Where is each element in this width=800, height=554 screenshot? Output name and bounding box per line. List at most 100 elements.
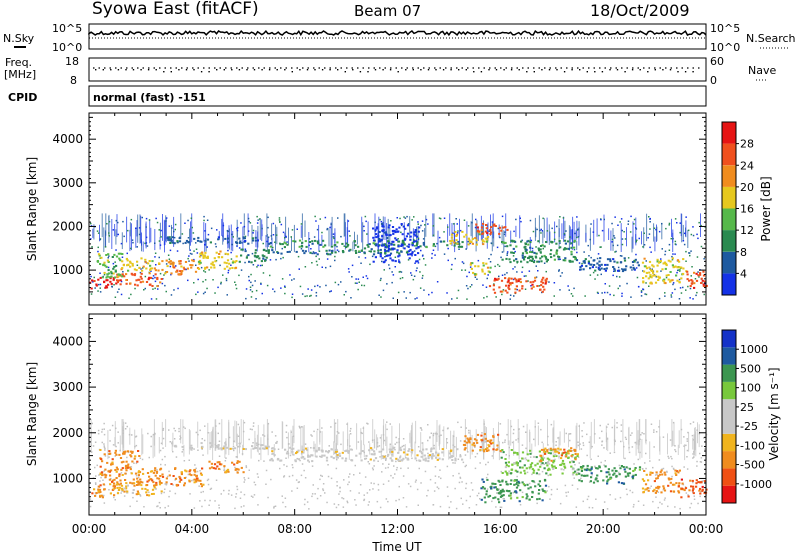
scatter-point xyxy=(324,492,326,494)
heatmap-cell xyxy=(373,250,376,253)
scatter-point xyxy=(350,427,352,430)
heatmap-cell xyxy=(546,450,549,453)
heatmap-cell xyxy=(571,460,574,463)
heatmap-cell xyxy=(587,260,590,263)
heatmap-cell xyxy=(210,444,213,447)
scatter-point xyxy=(434,245,437,248)
heatmap-cell xyxy=(213,257,216,260)
scatter-point xyxy=(633,503,635,506)
scatter-point xyxy=(326,258,329,260)
scatter-point xyxy=(506,251,509,253)
heatmap-cell xyxy=(464,435,467,438)
scatter-point xyxy=(296,457,298,460)
heatmap-cell xyxy=(216,445,219,448)
scatter-point xyxy=(144,242,146,245)
heatmap-cell xyxy=(279,243,282,246)
heatmap-cell xyxy=(108,276,111,279)
heatmap-cell xyxy=(564,451,567,454)
scatter-point xyxy=(178,427,180,430)
colorbar-tick-label: -500 xyxy=(740,459,765,472)
scatter-point xyxy=(645,282,647,284)
scatter-point xyxy=(243,505,245,507)
heatmap-cell xyxy=(432,454,435,457)
scatter-point xyxy=(164,506,166,509)
heatmap-cell xyxy=(504,241,507,244)
scatter-point xyxy=(417,262,420,264)
heatmap-cell xyxy=(524,255,527,258)
scatter-point xyxy=(447,259,449,262)
scatter-streak xyxy=(518,431,520,460)
heatmap-cell xyxy=(532,261,536,264)
heatmap-cell xyxy=(118,475,121,478)
scatter-point xyxy=(690,250,692,252)
heatmap-cell xyxy=(169,239,173,242)
scatter-streak xyxy=(136,220,138,237)
heatmap-cell xyxy=(265,249,268,252)
heatmap-cell xyxy=(521,285,524,288)
scatter-point xyxy=(556,488,558,490)
heatmap-cell xyxy=(504,466,507,469)
heatmap-cell xyxy=(136,477,139,480)
heatmap-cell xyxy=(641,487,645,490)
heatmap-cell xyxy=(188,480,191,483)
scatter-point xyxy=(300,474,303,477)
heatmap-cell xyxy=(665,264,668,267)
nave-point xyxy=(102,69,104,71)
heatmap-cell xyxy=(550,249,553,252)
scatter-point xyxy=(306,501,309,503)
scatter-streak xyxy=(318,224,320,245)
scatter-point xyxy=(204,499,206,502)
scatter-point xyxy=(295,479,298,481)
heatmap-cell xyxy=(676,279,679,282)
heatmap-cell xyxy=(634,473,637,476)
heatmap-cell xyxy=(149,276,152,279)
scatter-point xyxy=(99,238,101,241)
heatmap-cell xyxy=(631,475,634,478)
scatter-point xyxy=(600,218,602,221)
scatter-point xyxy=(601,430,603,433)
heatmap-cell xyxy=(475,223,478,226)
nave-point xyxy=(246,69,248,71)
scatter-point xyxy=(430,447,433,449)
heatmap-cell xyxy=(254,251,257,254)
heatmap-cell xyxy=(266,445,269,448)
scatter-point xyxy=(690,502,693,505)
scatter-point xyxy=(660,258,662,260)
heatmap-cell xyxy=(218,461,221,464)
heatmap-cell xyxy=(141,269,144,272)
heatmap-cell xyxy=(555,242,558,245)
heatmap-cell xyxy=(544,447,547,450)
heatmap-cell xyxy=(686,278,689,281)
scatter-point xyxy=(698,276,700,278)
scatter-point xyxy=(431,252,433,255)
nave-point xyxy=(526,71,528,73)
scatter-streak xyxy=(121,419,123,445)
scatter-point xyxy=(488,258,490,260)
heatmap-cell xyxy=(573,256,577,259)
scatter-point xyxy=(595,266,597,268)
scatter-point xyxy=(328,445,330,447)
heatmap-cell xyxy=(272,251,275,254)
scatter-point xyxy=(613,270,615,272)
heatmap-cell xyxy=(572,471,575,474)
scatter-point xyxy=(438,236,441,239)
scatter-point xyxy=(227,249,229,252)
scatter-point xyxy=(259,264,262,267)
heatmap-cell xyxy=(389,450,392,453)
heatmap-cell xyxy=(607,471,610,474)
scatter-streak xyxy=(363,426,365,446)
heatmap-cell xyxy=(456,448,459,451)
heatmap-cell xyxy=(391,226,395,228)
scatter-point xyxy=(187,473,190,476)
scatter-point xyxy=(249,428,252,430)
heatmap-cell xyxy=(111,461,114,464)
heatmap-cell xyxy=(298,245,301,248)
scatter-streak xyxy=(420,432,422,453)
scatter-point xyxy=(310,434,312,436)
scatter-point xyxy=(587,244,589,247)
heatmap-cell xyxy=(564,259,567,262)
scatter-point xyxy=(377,483,380,486)
scatter-point xyxy=(160,442,163,445)
heatmap-cell xyxy=(181,270,184,272)
heatmap-cell xyxy=(506,291,509,294)
